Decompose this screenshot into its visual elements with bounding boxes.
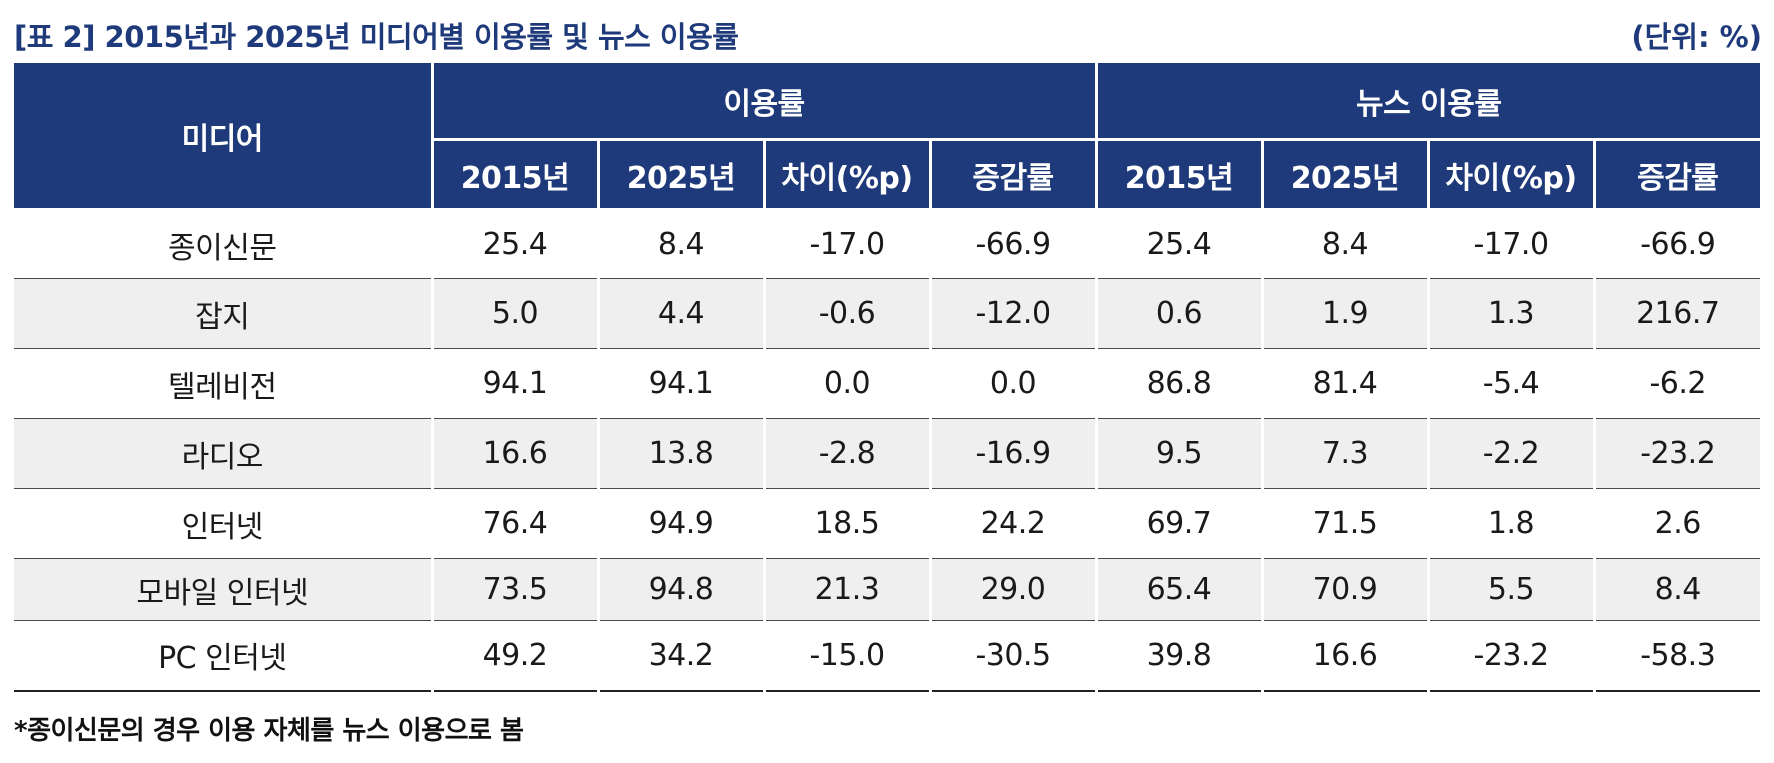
table-row: 라디오 16.6 13.8 -2.8 -16.9 9.5 7.3 -2.2 -2…	[14, 418, 1761, 489]
row-media-label: 종이신문	[14, 209, 434, 279]
table-cell: 0.0	[762, 348, 932, 419]
header-news-2015: 2015년	[1094, 138, 1264, 211]
table-cell: 1.9	[1260, 278, 1430, 349]
row-media-label: 모바일 인터넷	[14, 558, 434, 621]
table-cell: 216.7	[1592, 278, 1761, 349]
table-cell: 0.0	[928, 348, 1098, 419]
table-cell: 16.6	[1260, 620, 1430, 692]
header-news-2025: 2025년	[1260, 138, 1430, 211]
table-cell: -30.5	[928, 620, 1098, 692]
header-media: 미디어	[14, 63, 434, 211]
table-cell: 86.8	[1094, 348, 1264, 419]
table-cell: 81.4	[1260, 348, 1430, 419]
table-cell: 94.9	[596, 488, 766, 559]
table-cell: 94.8	[596, 558, 766, 621]
table-cell: 34.2	[596, 620, 766, 692]
table-cell: 94.1	[596, 348, 766, 419]
table-cell: -66.9	[928, 209, 1098, 279]
table-cell: 70.9	[1260, 558, 1430, 621]
table-cell: -15.0	[762, 620, 932, 692]
table-cell: -12.0	[928, 278, 1098, 349]
table-cell: 16.6	[430, 418, 600, 489]
table-cell: -23.2	[1426, 620, 1596, 692]
table-cell: -0.6	[762, 278, 932, 349]
header-news-rate: 증감률	[1592, 138, 1761, 211]
table-cell: 21.3	[762, 558, 932, 621]
table-cell: -17.0	[1426, 209, 1596, 279]
table-cell: 65.4	[1094, 558, 1264, 621]
table-cell: -66.9	[1592, 209, 1761, 279]
table-cell: 8.4	[596, 209, 766, 279]
table-row: 종이신문 25.4 8.4 -17.0 -66.9 25.4 8.4 -17.0…	[14, 209, 1761, 279]
header-group-news: 뉴스 이용률	[1094, 63, 1761, 141]
table-cell: 18.5	[762, 488, 932, 559]
table-cell: 25.4	[1094, 209, 1264, 279]
header-usage-2025: 2025년	[596, 138, 766, 211]
table-cell: 9.5	[1094, 418, 1264, 489]
table-cell: 94.1	[430, 348, 600, 419]
header-news-diff: 차이(%p)	[1426, 138, 1596, 211]
table-row: 모바일 인터넷 73.5 94.8 21.3 29.0 65.4 70.9 5.…	[14, 558, 1761, 621]
table-cell: -5.4	[1426, 348, 1596, 419]
table-cell: 76.4	[430, 488, 600, 559]
media-usage-table: 미디어 이용률 뉴스 이용률 2015년 2025년 차이(%p) 증감률 20…	[14, 63, 1761, 692]
table-cell: -23.2	[1592, 418, 1761, 489]
footnote: *종이신문의 경우 이용 자체를 뉴스 이용으로 봄	[14, 716, 524, 746]
table-cell: -17.0	[762, 209, 932, 279]
table-cell: -2.8	[762, 418, 932, 489]
table-row: PC 인터넷 49.2 34.2 -15.0 -30.5 39.8 16.6 -…	[14, 620, 1761, 692]
table-title: [표 2] 2015년과 2025년 미디어별 이용률 및 뉴스 이용률	[14, 20, 739, 54]
table-cell: 8.4	[1592, 558, 1761, 621]
table-cell: 13.8	[596, 418, 766, 489]
table-cell: -58.3	[1592, 620, 1761, 692]
table-cell: -6.2	[1592, 348, 1761, 419]
unit-label: (단위: %)	[1631, 20, 1762, 54]
table-cell: 0.6	[1094, 278, 1264, 349]
header-group-usage: 이용률	[430, 63, 1098, 141]
row-media-label: 텔레비전	[14, 348, 434, 419]
table-cell: 1.8	[1426, 488, 1596, 559]
table-cell: 71.5	[1260, 488, 1430, 559]
table-cell: 39.8	[1094, 620, 1264, 692]
table-cell: -16.9	[928, 418, 1098, 489]
table-cell: 69.7	[1094, 488, 1264, 559]
table-cell: 7.3	[1260, 418, 1430, 489]
table-cell: 25.4	[430, 209, 600, 279]
table-cell: 49.2	[430, 620, 600, 692]
table-cell: 8.4	[1260, 209, 1430, 279]
table-cell: 5.0	[430, 278, 600, 349]
row-media-label: 인터넷	[14, 488, 434, 559]
header-usage-rate: 증감률	[928, 138, 1098, 211]
table-cell: 4.4	[596, 278, 766, 349]
table-cell: 1.3	[1426, 278, 1596, 349]
row-media-label: 라디오	[14, 418, 434, 489]
header-usage-diff: 차이(%p)	[762, 138, 932, 211]
table-cell: 5.5	[1426, 558, 1596, 621]
table-row: 텔레비전 94.1 94.1 0.0 0.0 86.8 81.4 -5.4 -6…	[14, 348, 1761, 419]
table-row: 잡지 5.0 4.4 -0.6 -12.0 0.6 1.9 1.3 216.7	[14, 278, 1761, 349]
table-cell: 73.5	[430, 558, 600, 621]
table-row: 인터넷 76.4 94.9 18.5 24.2 69.7 71.5 1.8 2.…	[14, 488, 1761, 559]
table-cell: 2.6	[1592, 488, 1761, 559]
table-cell: -2.2	[1426, 418, 1596, 489]
row-media-label: PC 인터넷	[14, 620, 434, 692]
header-usage-2015: 2015년	[432, 138, 600, 211]
table-cell: 29.0	[928, 558, 1098, 621]
table-cell: 24.2	[928, 488, 1098, 559]
row-media-label: 잡지	[14, 278, 434, 349]
